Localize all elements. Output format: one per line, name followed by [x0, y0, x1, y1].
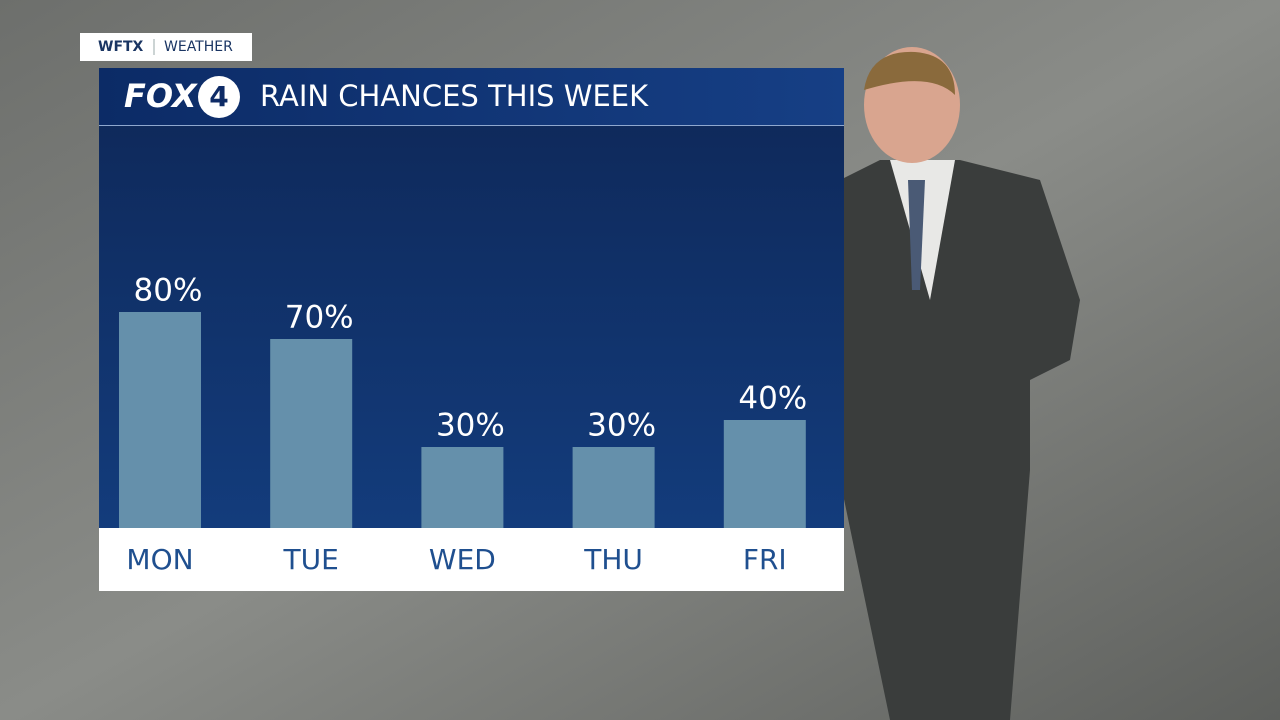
chart-title: RAIN CHANCES THIS WEEK — [260, 79, 649, 113]
x-tick-label: THU — [583, 543, 643, 576]
value-label: 30% — [587, 408, 656, 444]
value-label: 80% — [134, 273, 203, 309]
station-name: WFTX — [98, 39, 144, 55]
x-tick-label: FRI — [743, 543, 787, 576]
bar — [723, 420, 806, 528]
logo: FOX — [124, 77, 198, 115]
bar — [421, 447, 504, 528]
logo-circle — [198, 76, 240, 118]
station-tag — [80, 33, 252, 61]
x-tick-label: TUE — [283, 543, 339, 576]
value-label: 70% — [285, 300, 354, 336]
logo-number: 4 — [209, 80, 228, 113]
bar — [270, 339, 353, 528]
bar — [572, 447, 655, 528]
bar — [119, 312, 201, 528]
value-label: 40% — [738, 381, 807, 417]
value-label: 30% — [436, 408, 505, 444]
category-strip — [99, 528, 844, 591]
x-tick-label: WED — [429, 543, 496, 576]
section-name: WEATHER — [164, 39, 233, 55]
x-tick-label: MON — [126, 543, 193, 576]
